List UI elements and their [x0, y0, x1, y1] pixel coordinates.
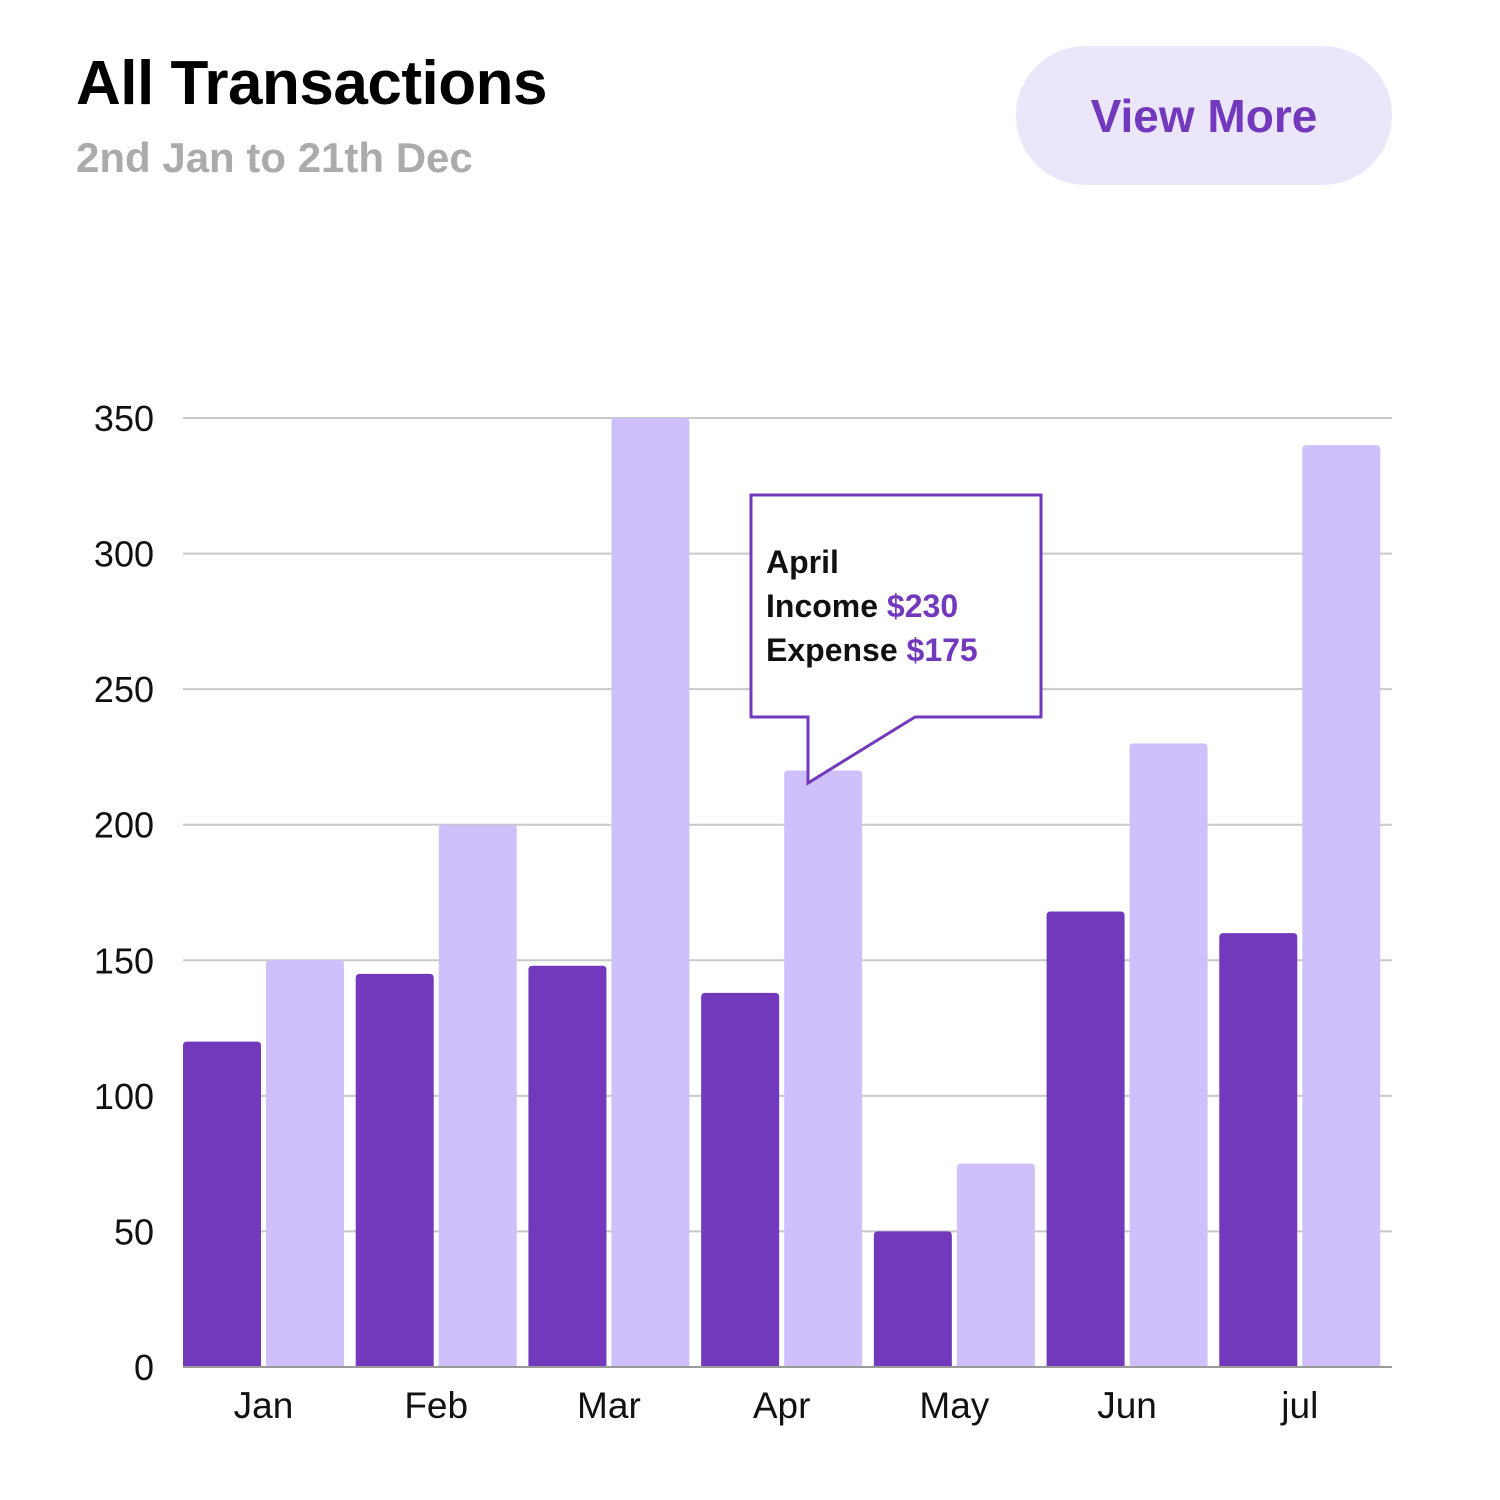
view-more-button[interactable]: View More [1016, 46, 1392, 185]
x-tick-label: Jun [1097, 1385, 1157, 1426]
x-tick-label: Jan [234, 1385, 294, 1426]
bar-expense [611, 418, 690, 1367]
bar-expense [1129, 743, 1208, 1367]
tooltip-expense-row: Expense $175 [766, 628, 978, 672]
bar-income [701, 992, 780, 1367]
bar-income [873, 1231, 952, 1367]
bar-income [355, 973, 434, 1367]
tooltip-expense-value: $175 [906, 632, 978, 668]
tooltip-content: April Income $230 Expense $175 [766, 540, 978, 672]
bar-expense [956, 1163, 1035, 1367]
tooltip-expense-label: Expense [766, 632, 898, 668]
y-tick-label: 150 [94, 940, 154, 981]
bar-expense [784, 770, 863, 1367]
y-tick-label: 100 [94, 1076, 154, 1117]
bar-expense [266, 960, 344, 1367]
x-tick-label: Apr [753, 1385, 811, 1426]
date-range-subtitle: 2nd Jan to 21th Dec [76, 134, 473, 181]
tooltip-box [749, 493, 1043, 786]
bar-expense [1302, 445, 1381, 1368]
bar-income [1219, 933, 1298, 1367]
tooltip-income-value: $230 [886, 588, 959, 624]
y-tick-label: 50 [114, 1211, 154, 1252]
y-tick-label: 250 [94, 669, 154, 710]
bar-income [183, 1041, 261, 1367]
x-tick-label: Feb [404, 1385, 468, 1426]
y-tick-label: 350 [94, 398, 154, 439]
x-tick-label: May [919, 1385, 989, 1426]
y-tick-label: 300 [94, 534, 154, 575]
bar-income [528, 965, 607, 1367]
bar-expense [438, 824, 517, 1367]
tooltip-income-label: Income [766, 588, 879, 624]
tooltip-income-row: Income $230 [766, 584, 978, 628]
chart-title: All Transactions [76, 49, 547, 118]
y-tick-label: 0 [134, 1347, 154, 1388]
x-tick-label: jul [1280, 1385, 1318, 1426]
x-tick-label: Mar [577, 1385, 641, 1426]
bar-income [1046, 911, 1125, 1367]
tooltip-month: April [766, 544, 839, 580]
y-tick-label: 200 [94, 805, 154, 846]
